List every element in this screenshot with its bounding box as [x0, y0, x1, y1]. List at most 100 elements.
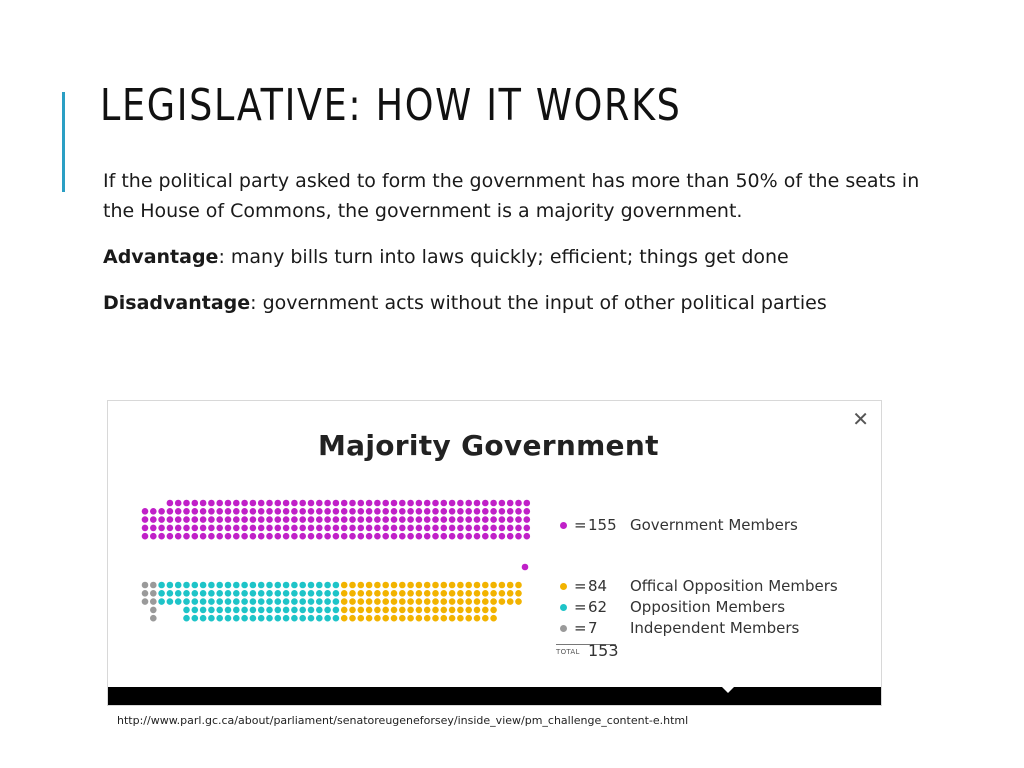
government-seat — [498, 524, 506, 532]
government-seat — [233, 524, 240, 532]
member-seat — [307, 606, 315, 614]
member-seat — [506, 598, 514, 605]
member-seat — [208, 590, 215, 597]
member-seat — [216, 590, 223, 597]
member-seat — [274, 614, 282, 622]
member-seat — [158, 590, 165, 597]
government-seat — [523, 532, 531, 540]
member-seat — [457, 606, 464, 614]
government-seat — [166, 532, 174, 540]
member-seat — [199, 614, 207, 622]
government-seat — [382, 532, 390, 540]
government-seat — [506, 516, 514, 523]
government-seat — [465, 499, 473, 507]
member-seat — [291, 590, 298, 597]
government-seat — [440, 524, 448, 532]
legend-equals: = — [574, 516, 587, 534]
government-seat — [199, 499, 207, 507]
member-seat — [183, 590, 190, 597]
member-seat — [324, 614, 331, 622]
member-seat — [382, 590, 390, 597]
government-seat — [257, 508, 265, 515]
member-seat — [498, 590, 506, 597]
government-seat — [241, 508, 248, 515]
member-seat — [415, 581, 423, 589]
government-seat — [490, 524, 497, 532]
government-seat — [506, 532, 514, 540]
government-seat — [473, 499, 481, 507]
government-seat — [490, 516, 497, 523]
member-seat — [340, 581, 348, 589]
government-seat — [307, 524, 315, 532]
government-seat — [274, 532, 282, 540]
government-seat — [316, 516, 323, 523]
government-seat — [150, 508, 157, 515]
member-seat — [332, 614, 340, 622]
government-seat — [183, 532, 190, 540]
member-seat — [257, 581, 265, 589]
government-seat — [208, 532, 215, 540]
member-seat — [191, 598, 199, 605]
source-link[interactable]: http://www.parl.gc.ca/about/parliament/s… — [117, 714, 689, 727]
government-seat — [340, 524, 348, 532]
member-seat — [307, 614, 315, 622]
member-seat — [191, 614, 199, 622]
member-seat — [465, 614, 473, 622]
member-seat — [224, 590, 232, 597]
member-seat — [291, 581, 298, 589]
government-seat — [457, 532, 464, 540]
member-seat — [490, 598, 497, 605]
legend-dot-government — [560, 522, 567, 529]
legend-label-independent: Independent Members — [630, 619, 800, 637]
slide-body: If the political party asked to form the… — [103, 166, 923, 334]
government-seat — [423, 516, 431, 523]
member-seat — [257, 606, 265, 614]
government-seat — [291, 516, 298, 523]
member-seat — [365, 581, 373, 589]
member-seat — [332, 590, 340, 597]
member-seat — [423, 598, 431, 605]
total-value: 153 — [588, 641, 619, 660]
title-accent-bar — [62, 92, 65, 192]
member-seat — [224, 606, 232, 614]
figure-footer-bar — [108, 687, 881, 705]
legend-value-government: 155 — [588, 516, 617, 534]
member-seat — [150, 598, 157, 605]
government-seat — [324, 532, 331, 540]
government-seat — [432, 499, 439, 507]
member-seat — [224, 614, 232, 622]
member-seat — [440, 614, 448, 622]
government-seat — [150, 524, 157, 532]
government-seat — [340, 499, 348, 507]
government-seat — [174, 508, 182, 515]
member-seat — [440, 598, 448, 605]
member-seat — [340, 614, 348, 622]
government-seat — [224, 508, 232, 515]
member-seat — [440, 606, 448, 614]
member-seat — [515, 598, 522, 605]
government-seat — [241, 524, 248, 532]
government-seat — [241, 516, 248, 523]
member-seat — [399, 590, 406, 597]
government-seat — [257, 524, 265, 532]
government-seat — [349, 499, 356, 507]
government-seat — [432, 508, 439, 515]
government-seat — [490, 532, 497, 540]
member-seat — [374, 614, 381, 622]
legend-equals: = — [574, 619, 587, 637]
close-icon[interactable]: ✕ — [852, 407, 869, 431]
member-seat — [183, 614, 190, 622]
member-seat — [166, 598, 174, 605]
member-seat — [274, 590, 282, 597]
government-seat — [523, 499, 531, 507]
member-seat — [257, 614, 265, 622]
government-seat — [324, 524, 331, 532]
government-seat — [399, 532, 406, 540]
member-seat — [448, 590, 456, 597]
government-seat — [158, 532, 165, 540]
government-seat — [199, 532, 207, 540]
member-seat — [208, 598, 215, 605]
member-seat — [498, 581, 506, 589]
government-seat — [440, 508, 448, 515]
government-seat — [274, 516, 282, 523]
